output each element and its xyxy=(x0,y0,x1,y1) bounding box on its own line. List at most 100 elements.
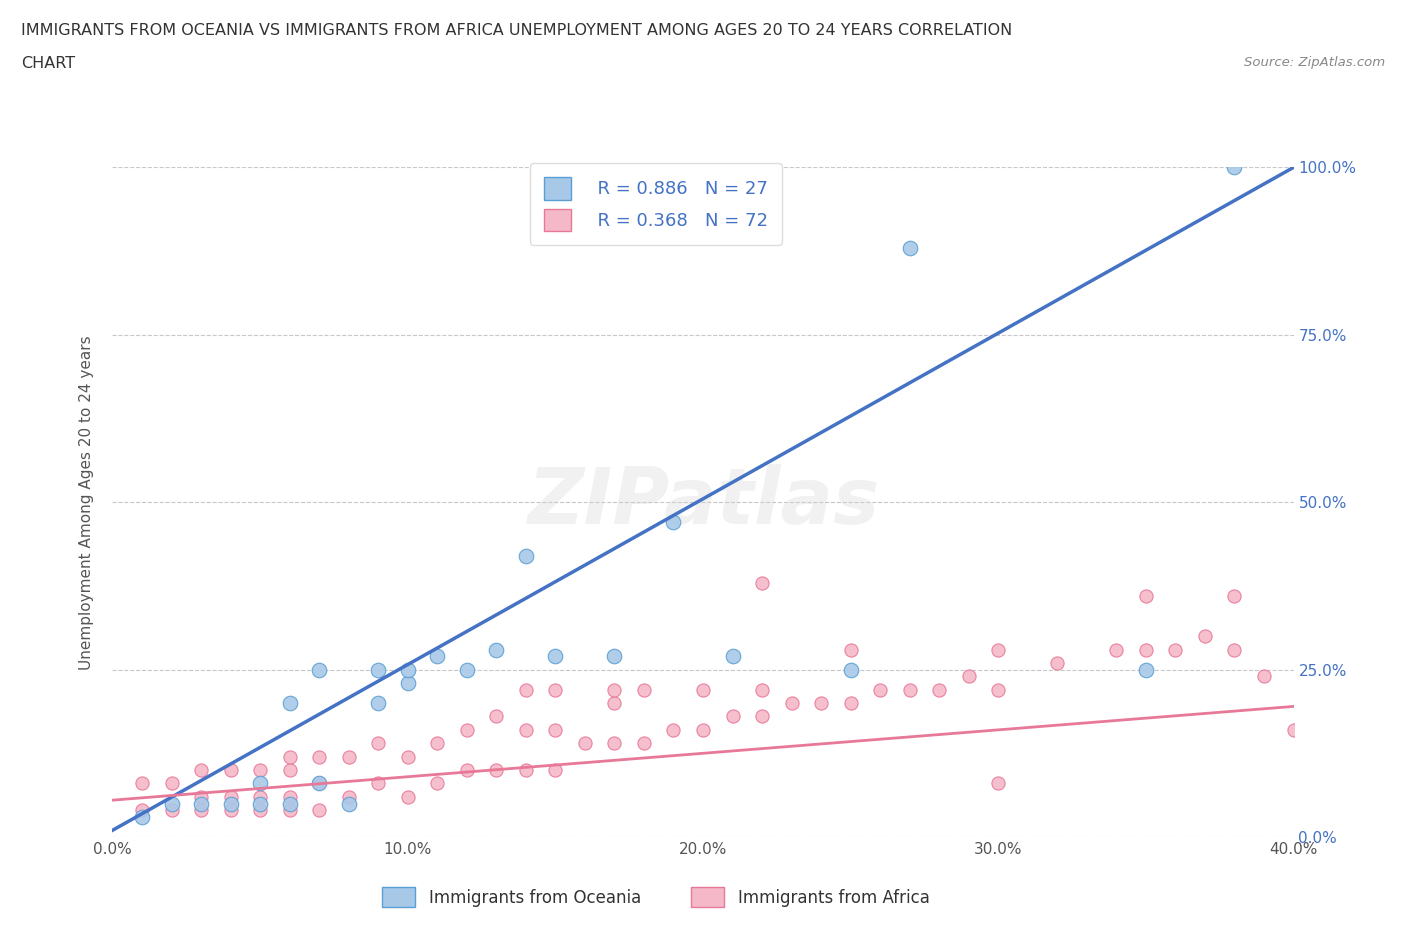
Point xyxy=(1135,642,1157,657)
Point xyxy=(426,649,449,664)
Point xyxy=(249,803,271,817)
Point xyxy=(603,736,626,751)
Point xyxy=(278,803,301,817)
Point xyxy=(839,642,862,657)
Point xyxy=(1164,642,1187,657)
Point xyxy=(308,803,330,817)
Point xyxy=(308,750,330,764)
Point xyxy=(1046,656,1069,671)
Point xyxy=(544,683,567,698)
Point xyxy=(396,790,419,804)
Point xyxy=(987,642,1010,657)
Point xyxy=(456,662,478,677)
Point xyxy=(515,683,537,698)
Point xyxy=(751,683,773,698)
Point xyxy=(396,662,419,677)
Point xyxy=(515,763,537,777)
Legend: Immigrants from Oceania, Immigrants from Africa: Immigrants from Oceania, Immigrants from… xyxy=(374,879,938,916)
Point xyxy=(544,649,567,664)
Point xyxy=(278,696,301,711)
Point xyxy=(456,723,478,737)
Point xyxy=(603,683,626,698)
Point xyxy=(603,696,626,711)
Point xyxy=(367,736,389,751)
Point xyxy=(426,736,449,751)
Point xyxy=(633,736,655,751)
Point xyxy=(367,662,389,677)
Point xyxy=(337,750,360,764)
Point xyxy=(396,750,419,764)
Text: ZIPatlas: ZIPatlas xyxy=(527,464,879,540)
Point xyxy=(485,709,508,724)
Point xyxy=(721,709,744,724)
Point xyxy=(1253,669,1275,684)
Point xyxy=(987,776,1010,790)
Point xyxy=(190,803,212,817)
Point xyxy=(190,790,212,804)
Point xyxy=(603,649,626,664)
Point xyxy=(337,790,360,804)
Point xyxy=(1135,662,1157,677)
Point xyxy=(721,649,744,664)
Point xyxy=(544,763,567,777)
Point xyxy=(987,683,1010,698)
Point xyxy=(692,683,714,698)
Point xyxy=(308,776,330,790)
Point xyxy=(131,776,153,790)
Point xyxy=(131,803,153,817)
Point xyxy=(190,796,212,811)
Point xyxy=(1223,589,1246,604)
Point xyxy=(1282,723,1305,737)
Point xyxy=(485,642,508,657)
Point xyxy=(633,683,655,698)
Point xyxy=(1135,589,1157,604)
Point xyxy=(662,723,685,737)
Point xyxy=(131,809,153,824)
Point xyxy=(544,723,567,737)
Point xyxy=(1194,629,1216,644)
Point xyxy=(219,796,242,811)
Point xyxy=(456,763,478,777)
Text: Source: ZipAtlas.com: Source: ZipAtlas.com xyxy=(1244,56,1385,69)
Point xyxy=(219,803,242,817)
Point xyxy=(426,776,449,790)
Point xyxy=(839,662,862,677)
Point xyxy=(839,696,862,711)
Point xyxy=(515,723,537,737)
Point xyxy=(249,796,271,811)
Point xyxy=(1223,642,1246,657)
Point xyxy=(278,763,301,777)
Point xyxy=(485,763,508,777)
Point xyxy=(160,796,183,811)
Y-axis label: Unemployment Among Ages 20 to 24 years: Unemployment Among Ages 20 to 24 years xyxy=(79,335,94,670)
Point xyxy=(249,776,271,790)
Point xyxy=(337,796,360,811)
Text: CHART: CHART xyxy=(21,56,75,71)
Point xyxy=(308,662,330,677)
Point xyxy=(574,736,596,751)
Point xyxy=(810,696,832,711)
Point xyxy=(219,763,242,777)
Point xyxy=(515,549,537,564)
Point xyxy=(160,803,183,817)
Point xyxy=(308,776,330,790)
Point xyxy=(249,763,271,777)
Point xyxy=(928,683,950,698)
Text: IMMIGRANTS FROM OCEANIA VS IMMIGRANTS FROM AFRICA UNEMPLOYMENT AMONG AGES 20 TO : IMMIGRANTS FROM OCEANIA VS IMMIGRANTS FR… xyxy=(21,23,1012,38)
Point xyxy=(751,709,773,724)
Point xyxy=(869,683,891,698)
Point xyxy=(278,750,301,764)
Point xyxy=(1223,160,1246,175)
Point xyxy=(219,790,242,804)
Point xyxy=(692,723,714,737)
Point xyxy=(396,675,419,690)
Point xyxy=(898,240,921,255)
Point xyxy=(190,763,212,777)
Point xyxy=(278,796,301,811)
Point xyxy=(662,515,685,530)
Point xyxy=(160,776,183,790)
Point xyxy=(898,683,921,698)
Point xyxy=(957,669,980,684)
Point xyxy=(367,776,389,790)
Point xyxy=(751,575,773,590)
